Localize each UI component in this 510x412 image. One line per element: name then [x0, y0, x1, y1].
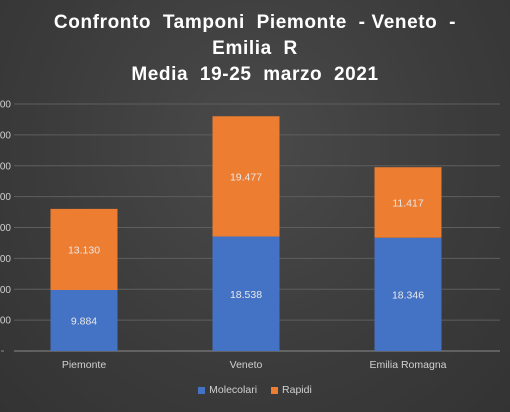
- x-tick-label: Emilia Romagna: [369, 359, 446, 371]
- legend-swatch-molecolari: [198, 386, 206, 394]
- x-tick-label: Piemonte: [62, 359, 107, 371]
- legend-label-molecolari: Molecolari: [209, 384, 258, 396]
- y-tick-label: 000: [0, 223, 11, 234]
- y-tick-label: 000: [0, 161, 11, 172]
- bar-rapidi-emilia-romagna: [374, 167, 442, 238]
- legend-item-molecolari: Molecolari: [198, 384, 257, 396]
- bar-molecolari-veneto: [212, 236, 280, 351]
- bar-rapidi-piemonte: [50, 208, 118, 290]
- chart-title-line-1: Confronto Tamponi Piemonte - Veneto -: [53, 12, 457, 33]
- legend-swatch-rapidi: [271, 386, 279, 394]
- data-label: 13.130: [68, 244, 100, 256]
- x-tick-label: Veneto: [230, 359, 263, 371]
- legend: Molecolari Rapidi: [0, 384, 510, 396]
- data-label: 18.538: [230, 289, 262, 301]
- data-label: 18.346: [392, 289, 424, 301]
- y-tick-label: 000: [0, 100, 11, 111]
- data-label: 19.477: [230, 171, 262, 183]
- chart-title: Confronto Tamponi Piemonte - Veneto - Em…: [0, 10, 510, 88]
- y-tick-label: 000: [0, 254, 11, 265]
- bar-molecolari-emilia-romagna: [374, 237, 442, 351]
- bar-molecolari-piemonte: [50, 289, 118, 351]
- y-tick-label: 000: [0, 285, 11, 296]
- y-tick-label: 000: [0, 316, 11, 327]
- bar-rapidi-veneto: [212, 116, 280, 237]
- data-label: 11.417: [392, 197, 423, 209]
- chart-title-line-2: Emilia R: [212, 38, 298, 59]
- y-tick-label: 000: [0, 192, 11, 203]
- legend-item-rapidi: Rapidi: [271, 384, 312, 396]
- legend-label-rapidi: Rapidi: [282, 384, 312, 396]
- data-label: 9.884: [71, 315, 97, 327]
- y-tick-label: 000: [0, 130, 11, 141]
- chart-title-line-3: Media 19-25 marzo 2021: [131, 64, 379, 85]
